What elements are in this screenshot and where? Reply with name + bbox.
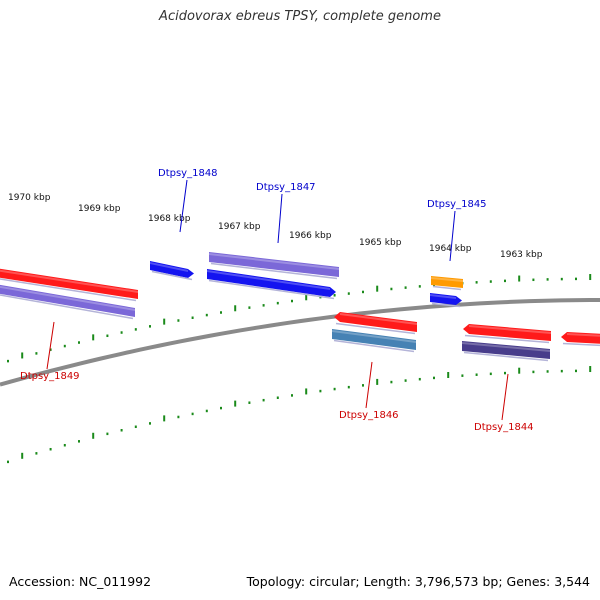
gene-feature-highlight (150, 262, 188, 272)
gene-feature-arrow (0, 268, 138, 299)
gene-feature-highlight (0, 285, 135, 311)
label-leader-line (179, 179, 188, 233)
gene-feature-shadow (335, 322, 416, 335)
label-leader-line (365, 361, 373, 409)
gene-label: Dtpsy_1845 (427, 199, 487, 210)
gene-feature-arrow (207, 269, 336, 297)
gene-feature-shadow (463, 351, 549, 362)
genome-backbone (0, 298, 600, 387)
gene-feature-highlight (431, 277, 463, 282)
gene-feature-highlight (469, 325, 551, 334)
gene-label: Dtpsy_1846 (339, 410, 399, 421)
label-leader-line (277, 193, 283, 244)
scale-tick-label: 1963 kbp (500, 250, 543, 260)
gene-feature-arrow (209, 252, 339, 277)
gene-feature-shadow (432, 285, 462, 291)
scale-tick-label: 1969 kbp (78, 204, 121, 214)
gene-feature-highlight (0, 269, 138, 293)
gene-feature-shadow (333, 339, 415, 353)
gene-feature-arrow (334, 312, 417, 332)
gene-feature-arrow (462, 341, 550, 359)
scale-tick-labels: 1970 kbp 1969 kbp 1968 kbp 1967 kbp 1966 kbp… (8, 193, 543, 260)
gene-feature-arrow (150, 261, 194, 278)
map-title: Acidovorax ebreus TPSY, complete genome (159, 9, 441, 24)
gene-feature-highlight (207, 270, 330, 290)
label-leader-line (501, 373, 509, 421)
scale-tick-label: 1966 kbp (289, 231, 332, 241)
gene-feature-shadow (208, 279, 335, 300)
gene-feature-arrow (0, 284, 135, 317)
gene-feature-highlight (209, 253, 339, 270)
gene-feature-arrow (463, 324, 551, 341)
gene-feature-shadow (0, 294, 134, 320)
scale-tick-label: 1968 kbp (148, 214, 191, 224)
gene-feature-shadow (431, 302, 461, 308)
gene-features (0, 252, 600, 362)
inner-scale-ticks (7, 366, 592, 464)
gene-feature-arrow (431, 276, 463, 288)
gene-feature-arrow (430, 293, 462, 305)
gene-feature-shadow (464, 334, 550, 344)
topology-text: Topology: circular; Length: 3,796,573 bp… (246, 574, 590, 589)
gene-feature-shadow (0, 278, 137, 302)
gene-feature-highlight (430, 294, 456, 299)
label-leader-line (46, 321, 55, 370)
label-leader-line (449, 210, 456, 262)
label-leader-lines (46, 179, 509, 421)
gene-feature-shadow (210, 262, 338, 280)
gene-feature-highlight (332, 330, 416, 343)
accession-text: Accession: NC_011992 (9, 574, 152, 589)
gene-label: Dtpsy_1849 (20, 371, 80, 382)
gene-feature-highlight (462, 342, 550, 352)
gene-label: Dtpsy_1847 (256, 182, 316, 193)
scale-tick-label: 1965 kbp (359, 238, 402, 248)
gene-feature-arrow (561, 332, 600, 344)
gene-feature-shadow (562, 342, 600, 347)
gene-labels: Dtpsy_1848 Dtpsy_1847 Dtpsy_1845 Dtpsy_1849… (20, 168, 534, 433)
gene-feature-highlight (567, 333, 600, 337)
scale-tick-label: 1967 kbp (218, 222, 261, 232)
gene-feature-highlight (340, 313, 417, 325)
gene-label: Dtpsy_1844 (474, 422, 534, 433)
gene-feature-arrow (332, 329, 416, 350)
scale-tick-label: 1964 kbp (429, 244, 472, 254)
gene-label: Dtpsy_1848 (158, 168, 218, 179)
gene-feature-shadow (151, 270, 193, 281)
scale-tick-label: 1970 kbp (8, 193, 51, 203)
